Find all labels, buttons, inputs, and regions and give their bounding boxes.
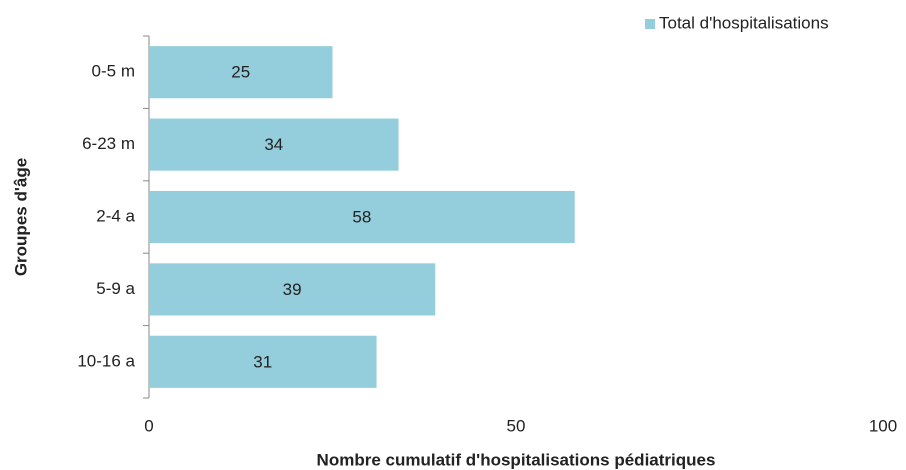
data-label: 58: [352, 207, 371, 226]
x-tick-label: 50: [507, 416, 526, 435]
y-tick-label: 5-9 a: [96, 279, 135, 298]
bar: [149, 190, 575, 244]
y-tick-label: 10-16 a: [77, 351, 135, 370]
x-tick-label: 0: [144, 416, 153, 435]
y-tick-label: 2-4 a: [96, 206, 135, 225]
data-label: 34: [264, 135, 283, 154]
bar: [149, 118, 399, 171]
y-axis-title: Groupes d'âge: [11, 158, 30, 276]
legend-swatch: [645, 19, 655, 29]
bar: [149, 335, 377, 388]
legend-label: Total d'hospitalisations: [659, 13, 829, 32]
data-label: 39: [283, 280, 302, 299]
bar: [149, 263, 436, 316]
x-axis-title: Nombre cumulatif d'hospitalisations pédi…: [317, 450, 716, 469]
data-label: 31: [253, 352, 272, 371]
y-tick-label: 6-23 m: [82, 134, 135, 153]
bar: [149, 46, 333, 99]
x-tick-label: 100: [869, 416, 897, 435]
data-label: 25: [231, 63, 250, 82]
y-tick-label: 0-5 m: [92, 62, 135, 81]
